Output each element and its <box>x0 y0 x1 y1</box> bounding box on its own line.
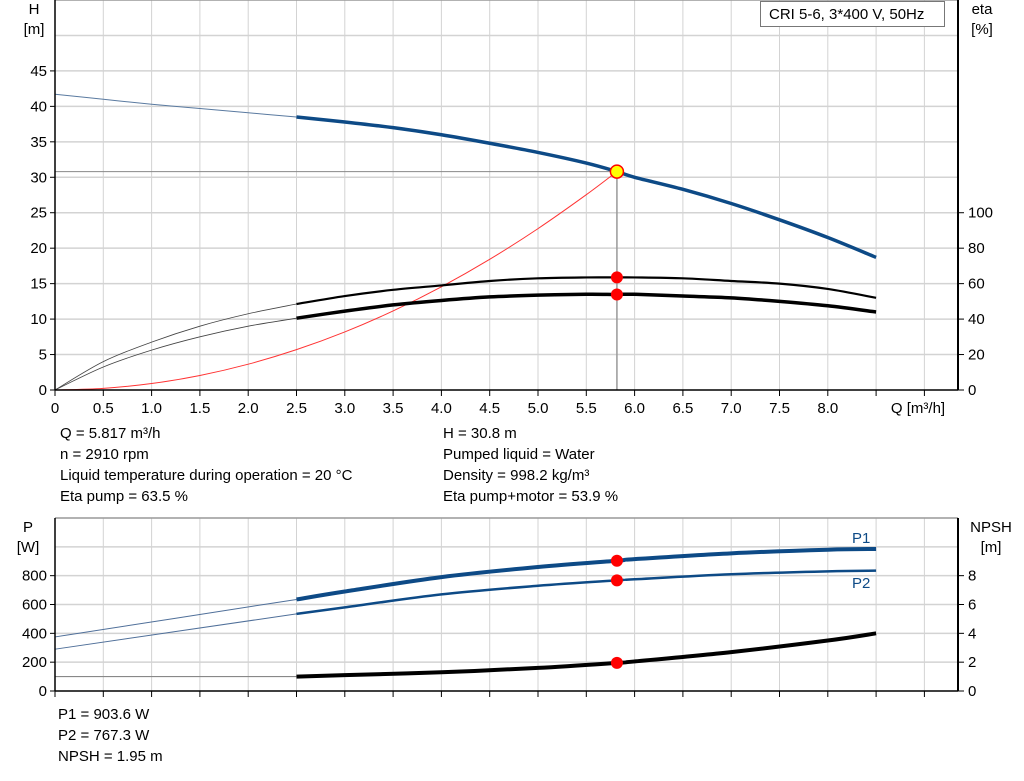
y-tick-label-left: 600 <box>22 597 47 614</box>
head-curve <box>296 115 877 260</box>
x-tick-label: 2.5 <box>286 400 307 417</box>
y-tick-label-right: 100 <box>968 205 993 222</box>
bottom-chart-grid <box>55 517 958 691</box>
y-tick-label-left: 20 <box>30 240 47 257</box>
y-tick-label-left: 15 <box>30 276 47 293</box>
pump-model-legend: CRI 5-6, 3*400 V, 50Hz <box>760 1 945 27</box>
y-tick-label-right: 2 <box>968 654 976 671</box>
y-tick-label-left: 400 <box>22 625 47 642</box>
x-tick-label: 5.0 <box>528 400 549 417</box>
speed-readout: n = 2910 rpm <box>60 446 149 463</box>
x-tick-label: 6.5 <box>672 400 693 417</box>
x-tick-label: 6.0 <box>624 400 645 417</box>
p-axis-unit: [W] <box>17 539 40 556</box>
y-tick-label-right: 60 <box>968 276 985 293</box>
q-axis-label: Q [m³/h] <box>891 400 945 417</box>
x-tick-label: 1.0 <box>141 400 162 417</box>
eta-pump-duty-marker <box>610 271 623 284</box>
duty-point-marker <box>609 164 625 179</box>
npsh-readout: NPSH = 1.95 m <box>58 748 163 765</box>
p1-readout: P1 = 903.6 W <box>58 706 150 723</box>
x-tick-label: 8.0 <box>817 400 838 417</box>
y-tick-label-right: 6 <box>968 597 976 614</box>
x-tick-label: 3.0 <box>334 400 355 417</box>
npsh-axis-label: NPSH <box>970 519 1012 536</box>
y-tick-label-right: 8 <box>968 568 976 585</box>
duty-info-left: Q = 5.817 m³/h n = 2910 rpm Liquid tempe… <box>60 423 352 507</box>
eta-axis-label: eta <box>972 1 994 18</box>
npsh-duty-marker <box>610 656 623 669</box>
y-tick-label-left: 30 <box>30 169 47 186</box>
eta-pump-readout: Eta pump = 63.5 % <box>60 488 188 505</box>
y-tick-label-right: 20 <box>968 347 985 364</box>
y-tick-label-left: 25 <box>30 205 47 222</box>
y-tick-label-right: 0 <box>968 382 976 399</box>
y-tick-label-right: 4 <box>968 625 976 642</box>
x-tick-label: 4.5 <box>479 400 500 417</box>
y-tick-label-right: 0 <box>968 683 976 700</box>
duty-info-right: H = 30.8 m Pumped liquid = Water Density… <box>443 423 618 507</box>
x-tick-label: 3.5 <box>383 400 404 417</box>
x-tick-label: 2.0 <box>238 400 259 417</box>
bottom-chart-curves <box>54 546 877 679</box>
p2-readout: P2 = 767.3 W <box>58 727 150 744</box>
npsh-axis-unit: [m] <box>981 539 1002 556</box>
liquid-readout: Pumped liquid = Water <box>443 446 595 463</box>
x-tick-label: 0.5 <box>93 400 114 417</box>
eta-total-duty-marker <box>610 288 623 301</box>
x-tick-label: 7.5 <box>769 400 790 417</box>
x-tick-label: 1.5 <box>189 400 210 417</box>
p2-duty-marker <box>610 574 623 587</box>
y-tick-label-left: 0 <box>39 683 47 700</box>
top-chart-axes: 0 5 10 15 20 25 30 35 40 45 0 20 40 60 80 100 0 0.5 1.0 1.5… <box>30 0 993 417</box>
density-readout: Density = 998.2 kg/m³ <box>443 467 590 484</box>
y-tick-label-left: 10 <box>30 311 47 328</box>
y-tick-label-right: 80 <box>968 240 985 257</box>
x-tick-label: 4.0 <box>431 400 452 417</box>
p1-curve-thin <box>54 598 297 638</box>
eta-total-readout: Eta pump+motor = 53.9 % <box>443 488 619 505</box>
p-axis-label: P <box>23 519 33 536</box>
y-tick-label-left: 800 <box>22 568 47 585</box>
x-tick-label: 0 <box>51 400 59 417</box>
y-tick-label-left: 0 <box>39 382 47 399</box>
eta-total-curve <box>296 292 877 320</box>
y-tick-label-left: 5 <box>39 347 47 364</box>
flow-readout: Q = 5.817 m³/h <box>60 425 161 442</box>
y-tick-label-right: 40 <box>968 311 985 328</box>
top-chart-grid <box>55 0 958 390</box>
head-curve-thin <box>54 93 297 118</box>
x-tick-label: 5.5 <box>576 400 597 417</box>
p2-curve-thin <box>54 613 297 650</box>
eta-pump-curve-thin <box>54 303 297 391</box>
y-tick-label-left: 45 <box>30 63 47 80</box>
p1-duty-marker <box>610 554 623 567</box>
h-axis-label: H <box>29 1 40 18</box>
eta-pump-curve <box>296 276 877 306</box>
system-curve <box>54 171 618 391</box>
p1-series-label: P1 <box>852 530 870 547</box>
y-tick-label-left: 35 <box>30 134 47 151</box>
x-tick-label: 7.0 <box>721 400 742 417</box>
eta-axis-unit: [%] <box>971 21 993 38</box>
temperature-readout: Liquid temperature during operation = 20… <box>60 467 353 484</box>
h-axis-unit: [m] <box>24 21 45 38</box>
power-info: P1 = 903.6 W P2 = 767.3 W NPSH = 1.95 m <box>58 704 163 767</box>
head-readout: H = 30.8 m <box>443 425 517 442</box>
top-chart-curves <box>54 93 877 391</box>
p2-series-label: P2 <box>852 575 870 592</box>
y-tick-label-left: 200 <box>22 654 47 671</box>
bottom-chart-axes: 0 200 400 600 800 0 2 4 6 8 <box>22 518 976 700</box>
eta-total-curve-thin <box>54 317 297 391</box>
y-tick-label-left: 40 <box>30 98 47 115</box>
